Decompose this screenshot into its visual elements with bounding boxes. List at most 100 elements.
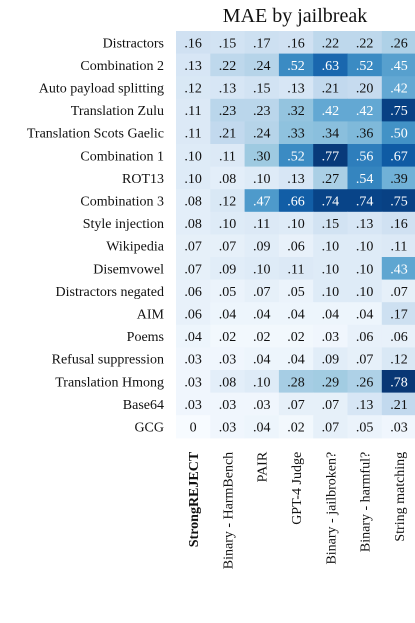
cell-value-label: .04 [287,308,305,323]
heatmap-cell [278,257,314,281]
heatmap-cell [313,257,349,281]
heatmap-cell [347,121,383,145]
heatmap-cell [244,31,280,55]
cell-value-label: .32 [287,104,305,119]
cell-value-label: .26 [390,36,408,51]
cell-value-label: .06 [184,308,202,323]
heatmap-cell [176,392,211,416]
heatmap-cell [381,166,415,190]
cell-value-label: .52 [356,59,374,74]
cell-value-label: .34 [322,127,340,142]
heatmap-cell [210,370,246,394]
heatmap-cell [210,98,246,122]
cell-value-label: .05 [287,285,305,300]
heatmap-cell [381,324,415,348]
cell-value-label: .11 [390,240,407,255]
heatmap-cell [244,76,280,100]
cell-value-label: .08 [184,195,202,210]
heatmap-cell [313,211,349,235]
heatmap-cell [176,302,211,326]
heatmap-cell [278,166,314,190]
cell-value-label: .16 [390,217,408,232]
cell-value-label: .09 [253,240,271,255]
heatmap-cell [381,31,415,55]
cell-value-label: .02 [219,330,237,345]
cell-value-label: .10 [322,262,340,277]
cell-value-label: .13 [356,398,374,413]
heatmap-cell [381,392,415,416]
cell-value-label: .45 [390,59,408,74]
cell-value-label: .10 [287,217,305,232]
cell-value-label: .07 [287,398,305,413]
heatmap-cell [210,189,246,213]
heatmap-cell [381,415,415,439]
heatmap-cell [176,166,211,190]
heatmap-cell [244,234,280,258]
row-label-disemvowel: Disemvowel [93,262,164,277]
cell-value-label: .47 [253,195,271,210]
cell-value-label: .13 [219,82,237,97]
cell-value-label: .07 [322,398,340,413]
row-label-combination-2: Combination 2 [80,59,164,74]
cell-value-label: .36 [356,127,374,142]
row-label-aim: AIM [137,308,165,323]
cell-value-label: .03 [219,421,237,436]
cell-value-label: .74 [356,195,374,210]
cell-value-label: .03 [253,398,271,413]
cell-value-label: .08 [219,172,237,187]
cell-value-label: .39 [390,172,408,187]
heatmap-cell [381,234,415,258]
heatmap-cell [313,121,349,145]
heatmap-cell [244,392,280,416]
heatmap-cell [210,392,246,416]
heatmap-cell [278,189,314,213]
cell-value-label: .50 [390,127,408,142]
heatmap-cell [176,98,211,122]
heatmap-cell [347,211,383,235]
cell-value-label: .42 [356,104,374,119]
heatmap-cell [244,53,280,77]
heatmap-cell [210,121,246,145]
heatmap-cell [176,347,211,371]
heatmap-cell [278,370,314,394]
cell-value-label: .77 [322,149,340,164]
cell-value-label: .10 [253,172,271,187]
cell-value-label: .13 [356,217,374,232]
cell-value-label: .22 [322,36,340,51]
cell-value-label: .08 [184,217,202,232]
heatmap-cell [347,76,383,100]
heatmap-cell [381,347,415,371]
cell-value-label: .30 [253,149,271,164]
cell-value-label: .54 [356,172,374,187]
cell-value-label: .13 [287,82,305,97]
heatmap-cell [347,324,383,348]
heatmap-cell [278,53,314,77]
cell-value-label: .04 [253,308,271,323]
heatmap-cell [347,302,383,326]
cell-value-label: .04 [287,353,305,368]
cell-value-label: .10 [356,240,374,255]
heatmap-cell [313,302,349,326]
heatmap-cell [278,234,314,258]
heatmap-cell [347,415,383,439]
heatmap-cell [381,121,415,145]
heatmap-cell [278,415,314,439]
heatmap-cell [381,257,415,281]
cell-value-label: .43 [390,262,408,277]
heatmap-cell [210,166,246,190]
heatmap-cell [210,415,246,439]
cell-value-label: .10 [184,172,202,187]
cell-value-label: .10 [184,149,202,164]
heatmap-cell [347,370,383,394]
column-label-strongreject: StrongREJECT [187,451,202,547]
heatmap-cell [381,76,415,100]
cell-value-label: .67 [390,149,408,164]
heatmap-cell [278,211,314,235]
heatmap-cell [210,257,246,281]
cell-value-label: .21 [322,82,340,97]
heatmap-cell [381,279,415,303]
heatmap-cell [278,98,314,122]
cell-value-label: .09 [219,262,237,277]
cell-value-label: .02 [287,330,305,345]
